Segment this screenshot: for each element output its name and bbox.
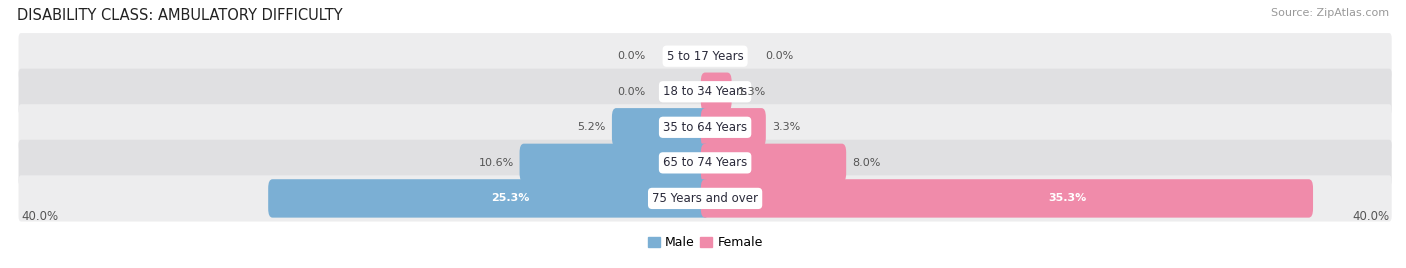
Text: DISABILITY CLASS: AMBULATORY DIFFICULTY: DISABILITY CLASS: AMBULATORY DIFFICULTY	[17, 8, 343, 23]
Text: 0.0%: 0.0%	[617, 51, 645, 61]
FancyBboxPatch shape	[520, 144, 710, 182]
FancyBboxPatch shape	[612, 108, 710, 147]
FancyBboxPatch shape	[700, 73, 731, 111]
Text: 3.3%: 3.3%	[772, 122, 800, 132]
Text: 0.0%: 0.0%	[765, 51, 793, 61]
Text: 18 to 34 Years: 18 to 34 Years	[664, 85, 747, 98]
FancyBboxPatch shape	[18, 33, 1392, 79]
Legend: Male, Female: Male, Female	[643, 231, 768, 254]
Text: 35.3%: 35.3%	[1047, 193, 1087, 203]
Text: 65 to 74 Years: 65 to 74 Years	[664, 156, 747, 169]
Text: 25.3%: 25.3%	[491, 193, 530, 203]
Text: 5.2%: 5.2%	[578, 122, 606, 132]
Text: 40.0%: 40.0%	[21, 210, 58, 224]
FancyBboxPatch shape	[18, 104, 1392, 150]
Text: 8.0%: 8.0%	[852, 158, 880, 168]
FancyBboxPatch shape	[269, 179, 710, 218]
FancyBboxPatch shape	[700, 144, 846, 182]
Text: 1.3%: 1.3%	[738, 87, 766, 97]
FancyBboxPatch shape	[700, 108, 766, 147]
FancyBboxPatch shape	[18, 175, 1392, 222]
Text: 0.0%: 0.0%	[617, 87, 645, 97]
FancyBboxPatch shape	[18, 140, 1392, 186]
Text: Source: ZipAtlas.com: Source: ZipAtlas.com	[1271, 8, 1389, 18]
Text: 75 Years and over: 75 Years and over	[652, 192, 758, 205]
FancyBboxPatch shape	[700, 179, 1313, 218]
FancyBboxPatch shape	[18, 69, 1392, 115]
Text: 40.0%: 40.0%	[1353, 210, 1389, 224]
Text: 10.6%: 10.6%	[478, 158, 513, 168]
Text: 35 to 64 Years: 35 to 64 Years	[664, 121, 747, 134]
Text: 5 to 17 Years: 5 to 17 Years	[666, 50, 744, 63]
